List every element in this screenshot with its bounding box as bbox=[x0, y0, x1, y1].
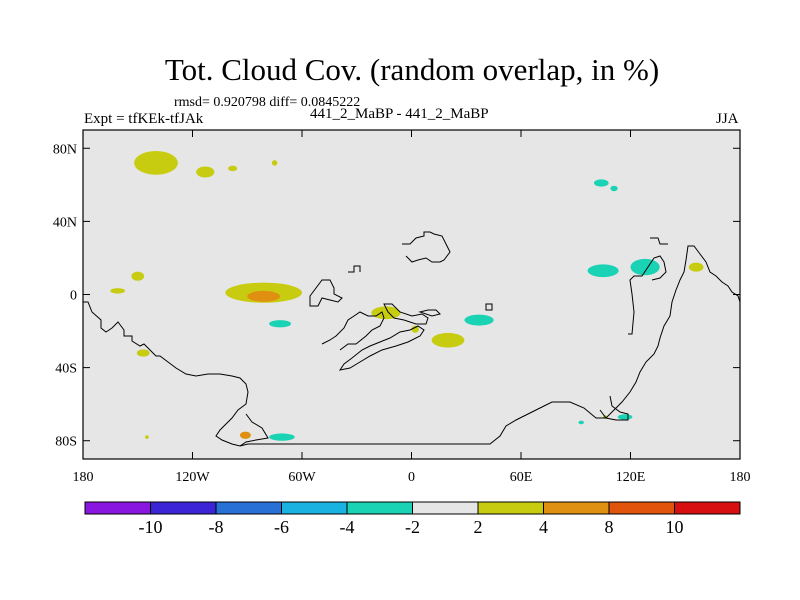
anomaly-patch bbox=[110, 288, 125, 294]
colorbar-label: 2 bbox=[474, 517, 483, 537]
experiment-label: Expt = tfKEk-tfJAk bbox=[84, 111, 204, 127]
anomaly-patch bbox=[617, 414, 633, 420]
coastline-asia bbox=[628, 255, 667, 335]
coastlines bbox=[83, 231, 740, 447]
colorbar-label: -8 bbox=[209, 517, 224, 537]
colorbar: -10 -8 -6 -4 -2 2 4 8 10 bbox=[84, 501, 741, 537]
colorbar-box bbox=[281, 501, 348, 515]
colorbar-box bbox=[150, 501, 217, 515]
anomaly-patch bbox=[136, 349, 150, 357]
anomaly-patch bbox=[269, 433, 295, 441]
y-tick-label: 80N bbox=[53, 142, 77, 157]
x-tick-label: 0 bbox=[408, 470, 415, 485]
plot-background bbox=[83, 130, 740, 459]
anomaly-patch bbox=[431, 332, 465, 348]
colorbar-label: 10 bbox=[666, 517, 684, 537]
coastline-cape bbox=[418, 309, 441, 317]
x-tick-label: 60W bbox=[288, 470, 316, 485]
x-tick-label: 180 bbox=[73, 470, 94, 485]
chart-title: Tot. Cloud Cov. (random overlap, in %) bbox=[164, 52, 660, 87]
coastline-ring bbox=[383, 303, 429, 325]
coastline-antarctica bbox=[239, 245, 740, 447]
colorbar-label: -4 bbox=[340, 517, 355, 537]
anomaly-patch bbox=[134, 151, 178, 175]
anomaly-patch bbox=[196, 166, 215, 178]
colorbar-box bbox=[477, 501, 544, 515]
coastline-arc bbox=[321, 311, 385, 351]
colorbar-box bbox=[608, 501, 675, 515]
anomaly-patch bbox=[371, 306, 401, 320]
anomaly-patch bbox=[594, 179, 609, 187]
x-tick-label: 180 bbox=[730, 470, 751, 485]
x-tick-label: 60E bbox=[510, 470, 533, 485]
y-tick-label: 0 bbox=[70, 289, 77, 304]
colorbar-label: -6 bbox=[274, 517, 289, 537]
y-tick-label: 40S bbox=[55, 362, 77, 377]
colorbar-label: -2 bbox=[405, 517, 420, 537]
anomaly-patch bbox=[688, 262, 704, 272]
coastline-shelf bbox=[348, 265, 361, 273]
colorbar-box bbox=[84, 501, 151, 515]
anomaly-patch bbox=[145, 435, 149, 439]
y-tick-label: 40N bbox=[53, 215, 77, 230]
anomaly-patch bbox=[228, 165, 238, 172]
axes: 180 120W 60W 0 60E 120E 180 80N 40N 0 40S 80S bbox=[53, 130, 751, 485]
anomaly-patch bbox=[239, 431, 251, 439]
colorbar-box bbox=[346, 501, 413, 515]
coastline-chain bbox=[338, 325, 425, 371]
colorbar-label: -10 bbox=[139, 517, 163, 537]
anomaly-patch bbox=[464, 314, 494, 326]
coastline-islands bbox=[402, 231, 451, 263]
anomaly-patch bbox=[247, 290, 281, 302]
colorbar-box bbox=[412, 501, 479, 515]
coastline-islet bbox=[485, 303, 493, 311]
y-tick-label: 80S bbox=[55, 435, 77, 450]
anomaly-patch bbox=[271, 160, 278, 166]
anomaly-patch bbox=[269, 320, 292, 328]
colorbar-box bbox=[674, 501, 741, 515]
season-label: JJA bbox=[716, 111, 739, 127]
anomaly-patch bbox=[131, 271, 145, 281]
colorbar-label: 8 bbox=[605, 517, 614, 537]
coastline-north bbox=[650, 237, 668, 245]
anomaly-patch bbox=[587, 264, 619, 278]
anomaly-patch bbox=[610, 185, 618, 192]
colorbar-box bbox=[543, 501, 610, 515]
anomaly-patch bbox=[578, 420, 584, 425]
anomaly-patch bbox=[630, 258, 660, 276]
stats-label: rmsd= 0.920798 diff= 0.0845222 bbox=[174, 95, 361, 110]
coastline-shore bbox=[599, 395, 629, 421]
x-tick-label: 120W bbox=[175, 470, 210, 485]
colorbar-label: 4 bbox=[539, 517, 548, 537]
center-label: 441_2_MaBP - 441_2_MaBP bbox=[310, 106, 489, 122]
colorbar-box bbox=[215, 501, 282, 515]
coastline-america bbox=[83, 301, 269, 447]
coastline-ridge bbox=[309, 279, 343, 307]
x-tick-label: 120E bbox=[616, 470, 646, 485]
anomaly-layer bbox=[110, 151, 704, 441]
anomaly-patch bbox=[411, 325, 419, 333]
